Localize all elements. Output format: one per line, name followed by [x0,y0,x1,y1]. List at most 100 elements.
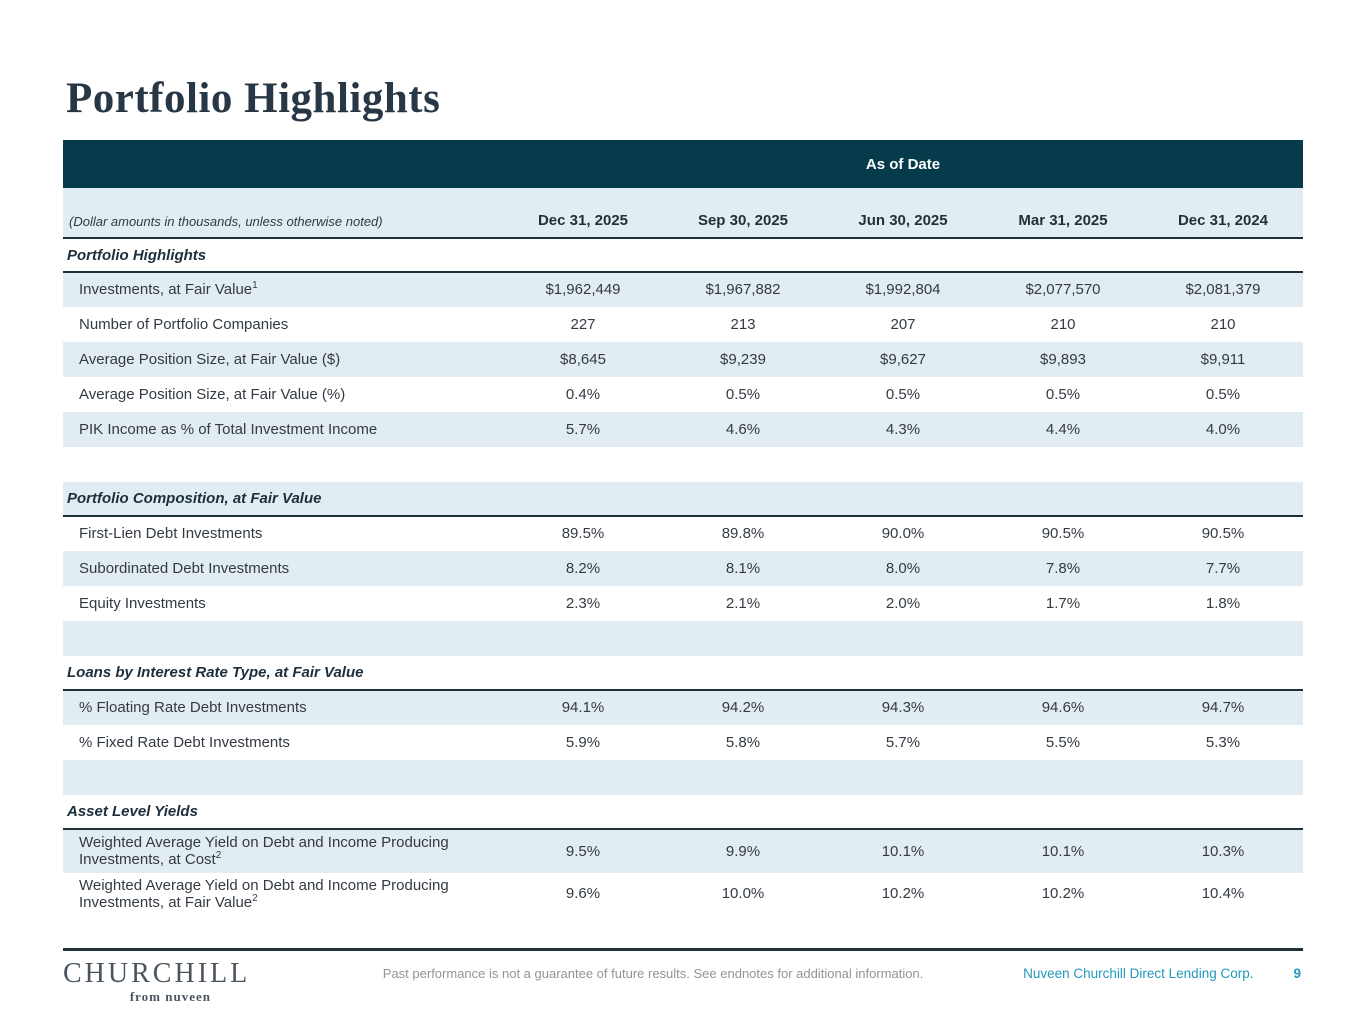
cell-value: $1,992,804 [865,281,941,299]
cell-value: 5.5% [1045,733,1081,751]
cell-value: 94.7% [1201,699,1245,717]
cell-value: 10.2% [881,885,925,903]
company-name: Nuveen Churchill Direct Lending Corp. [1023,966,1254,981]
spacer-cell [63,447,1303,482]
cell-value: 5.3% [1205,733,1241,751]
section-title: Asset Level Yields [63,795,1303,830]
data-row: Subordinated Debt Investments 8.2% 8.1% 8.0… [63,551,1303,586]
churchill-logo-text: CHURCHILL [63,958,251,989]
data-row: % Fixed Rate Debt Investments 5.9% 5.8% 5.7… [63,725,1303,760]
churchill-logo: CHURCHILL from nuveen [63,958,283,1005]
section-title: Portfolio Highlights [63,238,1303,273]
row-label: Subordinated Debt Investments [79,559,290,577]
table-body: Portfolio Highlights Investments, at Fair… [63,238,1303,915]
row-label: Investments, at Fair Value1 [79,280,258,299]
row-label: % Floating Rate Debt Investments [79,699,307,717]
row-label: First-Lien Debt Investments [79,525,263,543]
cell-value: $1,962,449 [545,281,621,299]
cell-value: 7.7% [1205,559,1241,577]
cell-value: 90.5% [1041,525,1085,543]
footnote-marker: 1 [252,280,258,292]
section-row: Asset Level Yields [63,795,1303,830]
spacer-row [63,447,1303,482]
column-header-row: (Dollar amounts in thousands, unless oth… [63,188,1303,239]
section-title: Portfolio Composition, at Fair Value [63,482,1303,517]
page-number: 9 [1293,966,1301,981]
footer-divider [63,948,1303,951]
row-label: Average Position Size, at Fair Value ($) [79,350,341,368]
data-row: First-Lien Debt Investments 89.5% 89.8% 90.… [63,516,1303,551]
cell-value: 4.3% [885,420,921,438]
cell-value: 4.0% [1205,420,1241,438]
cell-value: 1.7% [1045,594,1081,612]
cell-value: 4.6% [725,420,761,438]
cell-value: 207 [890,315,916,333]
cell-value: $2,077,570 [1025,281,1101,299]
row-label: Equity Investments [79,594,206,612]
data-row: % Floating Rate Debt Investments 94.1% 94.… [63,690,1303,725]
data-row: Weighted Average Yield on Debt and Incom… [63,829,1303,873]
highlights-table: (Dollar amounts in thousands, unless oth… [63,188,1303,915]
footer-disclaimer: Past performance is not a guarantee of f… [382,966,924,981]
cell-value: 94.6% [1041,699,1085,717]
cell-value: 5.7% [565,420,601,438]
page-title: Portfolio Highlights [66,75,441,122]
row-label: PIK Income as % of Total Investment Inco… [79,420,378,438]
cell-value: 5.9% [565,733,601,751]
cell-value: 10.2% [1041,885,1085,903]
cell-value: $9,627 [880,350,926,368]
cell-value: 210 [1050,315,1076,333]
spacer-cell [63,621,1303,656]
cell-value: $9,911 [1200,350,1246,368]
column-header: Mar 31, 2025 [983,188,1143,239]
cell-value: 10.3% [1201,842,1245,860]
data-row: PIK Income as % of Total Investment Inco… [63,412,1303,447]
cell-value: 10.0% [721,885,765,903]
cell-value: 0.5% [725,385,761,403]
section-row: Portfolio Composition, at Fair Value [63,482,1303,517]
spacer-cell [63,760,1303,795]
data-row: Weighted Average Yield on Debt and Incom… [63,873,1303,916]
cell-value: 5.7% [885,733,921,751]
cell-value: 94.1% [561,699,605,717]
cell-value: 1.8% [1205,594,1241,612]
column-header: Dec 31, 2025 [503,188,663,239]
as-of-date-banner: As of Date [63,140,1303,188]
footnote-marker: 2 [252,892,258,904]
row-label: % Fixed Rate Debt Investments [79,733,290,751]
cell-value: 7.8% [1045,559,1081,577]
cell-value: 210 [1210,315,1236,333]
section-row: Loans by Interest Rate Type, at Fair Val… [63,656,1303,691]
cell-value: 0.5% [1045,385,1081,403]
cell-value: 94.3% [881,699,925,717]
as-of-date-label: As of Date [865,155,941,173]
cell-value: 10.1% [881,842,925,860]
spacer-row [63,621,1303,656]
data-row: Equity Investments 2.3% 2.1% 2.0% 1.7% 1.8% [63,586,1303,621]
row-label: Average Position Size, at Fair Value (%) [79,385,346,403]
cell-value: 9.5% [565,842,601,860]
column-header: Dec 31, 2024 [1143,188,1303,239]
cell-value: 4.4% [1045,420,1081,438]
data-row: Average Position Size, at Fair Value ($)… [63,342,1303,377]
cell-value: $8,645 [560,350,606,368]
units-note: (Dollar amounts in thousands, unless oth… [63,188,503,239]
cell-value: 89.5% [561,525,605,543]
cell-value: 8.2% [565,559,601,577]
cell-value: 90.5% [1201,525,1245,543]
cell-value: 9.6% [565,885,601,903]
footnote-marker: 2 [215,850,222,862]
cell-value: $9,239 [720,350,766,368]
column-header: Sep 30, 2025 [663,188,823,239]
section-title: Loans by Interest Rate Type, at Fair Val… [63,656,1303,691]
footer: CHURCHILL from nuveen Past performance i… [63,958,1303,1005]
data-row: Number of Portfolio Companies 227 213 207 21… [63,307,1303,342]
cell-value: $9,893 [1040,350,1086,368]
cell-value: 2.1% [725,594,761,612]
cell-value: 8.0% [885,559,921,577]
cell-value: $1,967,882 [705,281,781,299]
cell-value: 94.2% [721,699,765,717]
cell-value: 0.5% [885,385,921,403]
cell-value: 10.4% [1201,885,1245,903]
